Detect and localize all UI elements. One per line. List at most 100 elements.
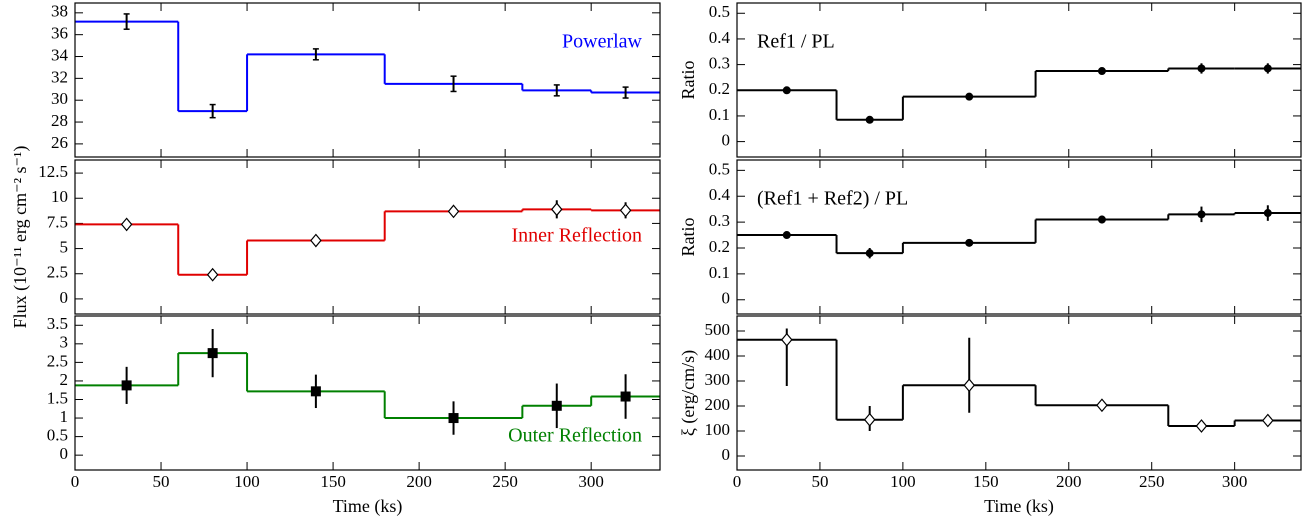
marker — [963, 378, 976, 393]
x-tick-label: 50 — [811, 472, 828, 491]
y-tick-label: 5 — [60, 237, 69, 256]
y-tick-label: 0 — [60, 288, 69, 307]
y-tick-label: 0 — [722, 289, 731, 308]
plot-frame — [736, 2, 1302, 158]
marker — [207, 348, 218, 359]
panel-label: Powerlaw — [562, 31, 643, 53]
y-tick-label: 100 — [705, 420, 731, 439]
plot-frame — [74, 315, 661, 471]
x-tick-label: 250 — [1139, 472, 1165, 491]
step-series — [75, 328, 660, 435]
x-tick-label: 200 — [406, 472, 432, 491]
y-tick-label: 36 — [51, 24, 68, 43]
y-tick-label: 0.3 — [709, 54, 730, 73]
marker — [1097, 215, 1106, 224]
y-axis-label: ξ (erg/cm/s) — [678, 350, 699, 436]
marker — [448, 413, 459, 424]
panel-label: Outer Reflection — [508, 425, 642, 447]
marker — [863, 412, 876, 427]
marker — [310, 233, 322, 248]
y-tick-label: 0.4 — [709, 28, 731, 47]
step-series — [737, 63, 1301, 124]
marker — [1195, 419, 1208, 433]
marker — [1197, 64, 1206, 73]
y-tick-label: 2.5 — [47, 263, 68, 282]
x-tick-label: 0 — [71, 472, 80, 491]
y-tick-label: 26 — [51, 133, 68, 152]
y-tick-label: 10 — [51, 187, 68, 206]
y-tick-label: 34 — [51, 45, 69, 64]
y-tick-label: 0 — [722, 445, 731, 464]
marker — [965, 238, 974, 247]
panel-label: Ref1 / PL — [757, 31, 835, 53]
x-tick-label: 300 — [578, 472, 604, 491]
y-tick-label: 3 — [60, 333, 69, 352]
plot-frame — [74, 159, 661, 315]
y-tick-label: 0.2 — [709, 237, 730, 256]
marker — [1096, 398, 1108, 413]
step-series — [737, 328, 1301, 433]
step-series — [737, 205, 1301, 259]
y-tick-label: 200 — [705, 395, 731, 414]
marker — [551, 400, 562, 411]
marker — [620, 391, 631, 402]
y-tick-label: 0.3 — [709, 211, 730, 230]
y-tick-label: 7.5 — [47, 212, 68, 231]
step-series — [75, 200, 660, 282]
marker — [550, 202, 563, 217]
y-tick-label: 0 — [722, 131, 731, 150]
x-tick-label: 150 — [320, 472, 346, 491]
y-tick-label: 32 — [51, 67, 68, 86]
y-tick-label: 38 — [51, 2, 68, 21]
marker — [619, 203, 632, 218]
marker — [865, 115, 874, 124]
marker — [782, 231, 791, 240]
y-axis-label: Ratio — [678, 61, 698, 100]
y-tick-label: 0.1 — [709, 263, 730, 282]
marker — [447, 204, 460, 219]
x-tick-label: 100 — [234, 472, 260, 491]
marker — [120, 217, 133, 232]
marker — [1262, 413, 1274, 428]
y-tick-label: 0.1 — [709, 105, 730, 124]
y-tick-label: 400 — [705, 345, 731, 364]
y-tick-label: 0.5 — [47, 426, 68, 445]
y-axis-label: Ratio — [678, 218, 698, 257]
plot-frame — [736, 315, 1302, 471]
y-tick-label: 12.5 — [38, 162, 68, 181]
marker — [865, 249, 874, 258]
x-tick-label: 50 — [153, 472, 170, 491]
marker — [1097, 67, 1106, 76]
x-tick-label: 250 — [492, 472, 518, 491]
panel-label: (Ref1 + Ref2) / PL — [757, 188, 908, 210]
marker — [965, 92, 974, 101]
plot-frame — [74, 2, 661, 158]
y-tick-label: 1 — [60, 407, 69, 426]
y-tick-label: 0.2 — [709, 79, 730, 98]
x-axis-label: Time (ks) — [984, 496, 1054, 517]
y-tick-label: 30 — [51, 89, 68, 108]
marker — [121, 380, 132, 391]
x-tick-label: 0 — [733, 472, 742, 491]
marker — [206, 267, 219, 282]
y-tick-label: 0 — [60, 444, 69, 463]
y-tick-label: 500 — [705, 320, 731, 339]
x-tick-label: 150 — [973, 472, 999, 491]
y-tick-label: 1.5 — [47, 388, 68, 407]
y-tick-label: 2.5 — [47, 351, 68, 370]
y-tick-label: 0.5 — [709, 159, 730, 178]
y-tick-label: 28 — [51, 111, 68, 130]
marker — [1263, 64, 1272, 73]
y-tick-label: 2 — [60, 370, 69, 389]
x-tick-label: 300 — [1222, 472, 1248, 491]
marker — [1197, 210, 1206, 219]
x-tick-label: 100 — [890, 472, 916, 491]
marker — [310, 386, 321, 397]
marker — [782, 86, 791, 95]
y-tick-label: 0.4 — [709, 185, 731, 204]
x-axis-label: Time (ks) — [333, 496, 403, 517]
step-series — [75, 13, 660, 119]
marker — [1263, 209, 1272, 218]
y-tick-label: 0.5 — [709, 2, 730, 21]
